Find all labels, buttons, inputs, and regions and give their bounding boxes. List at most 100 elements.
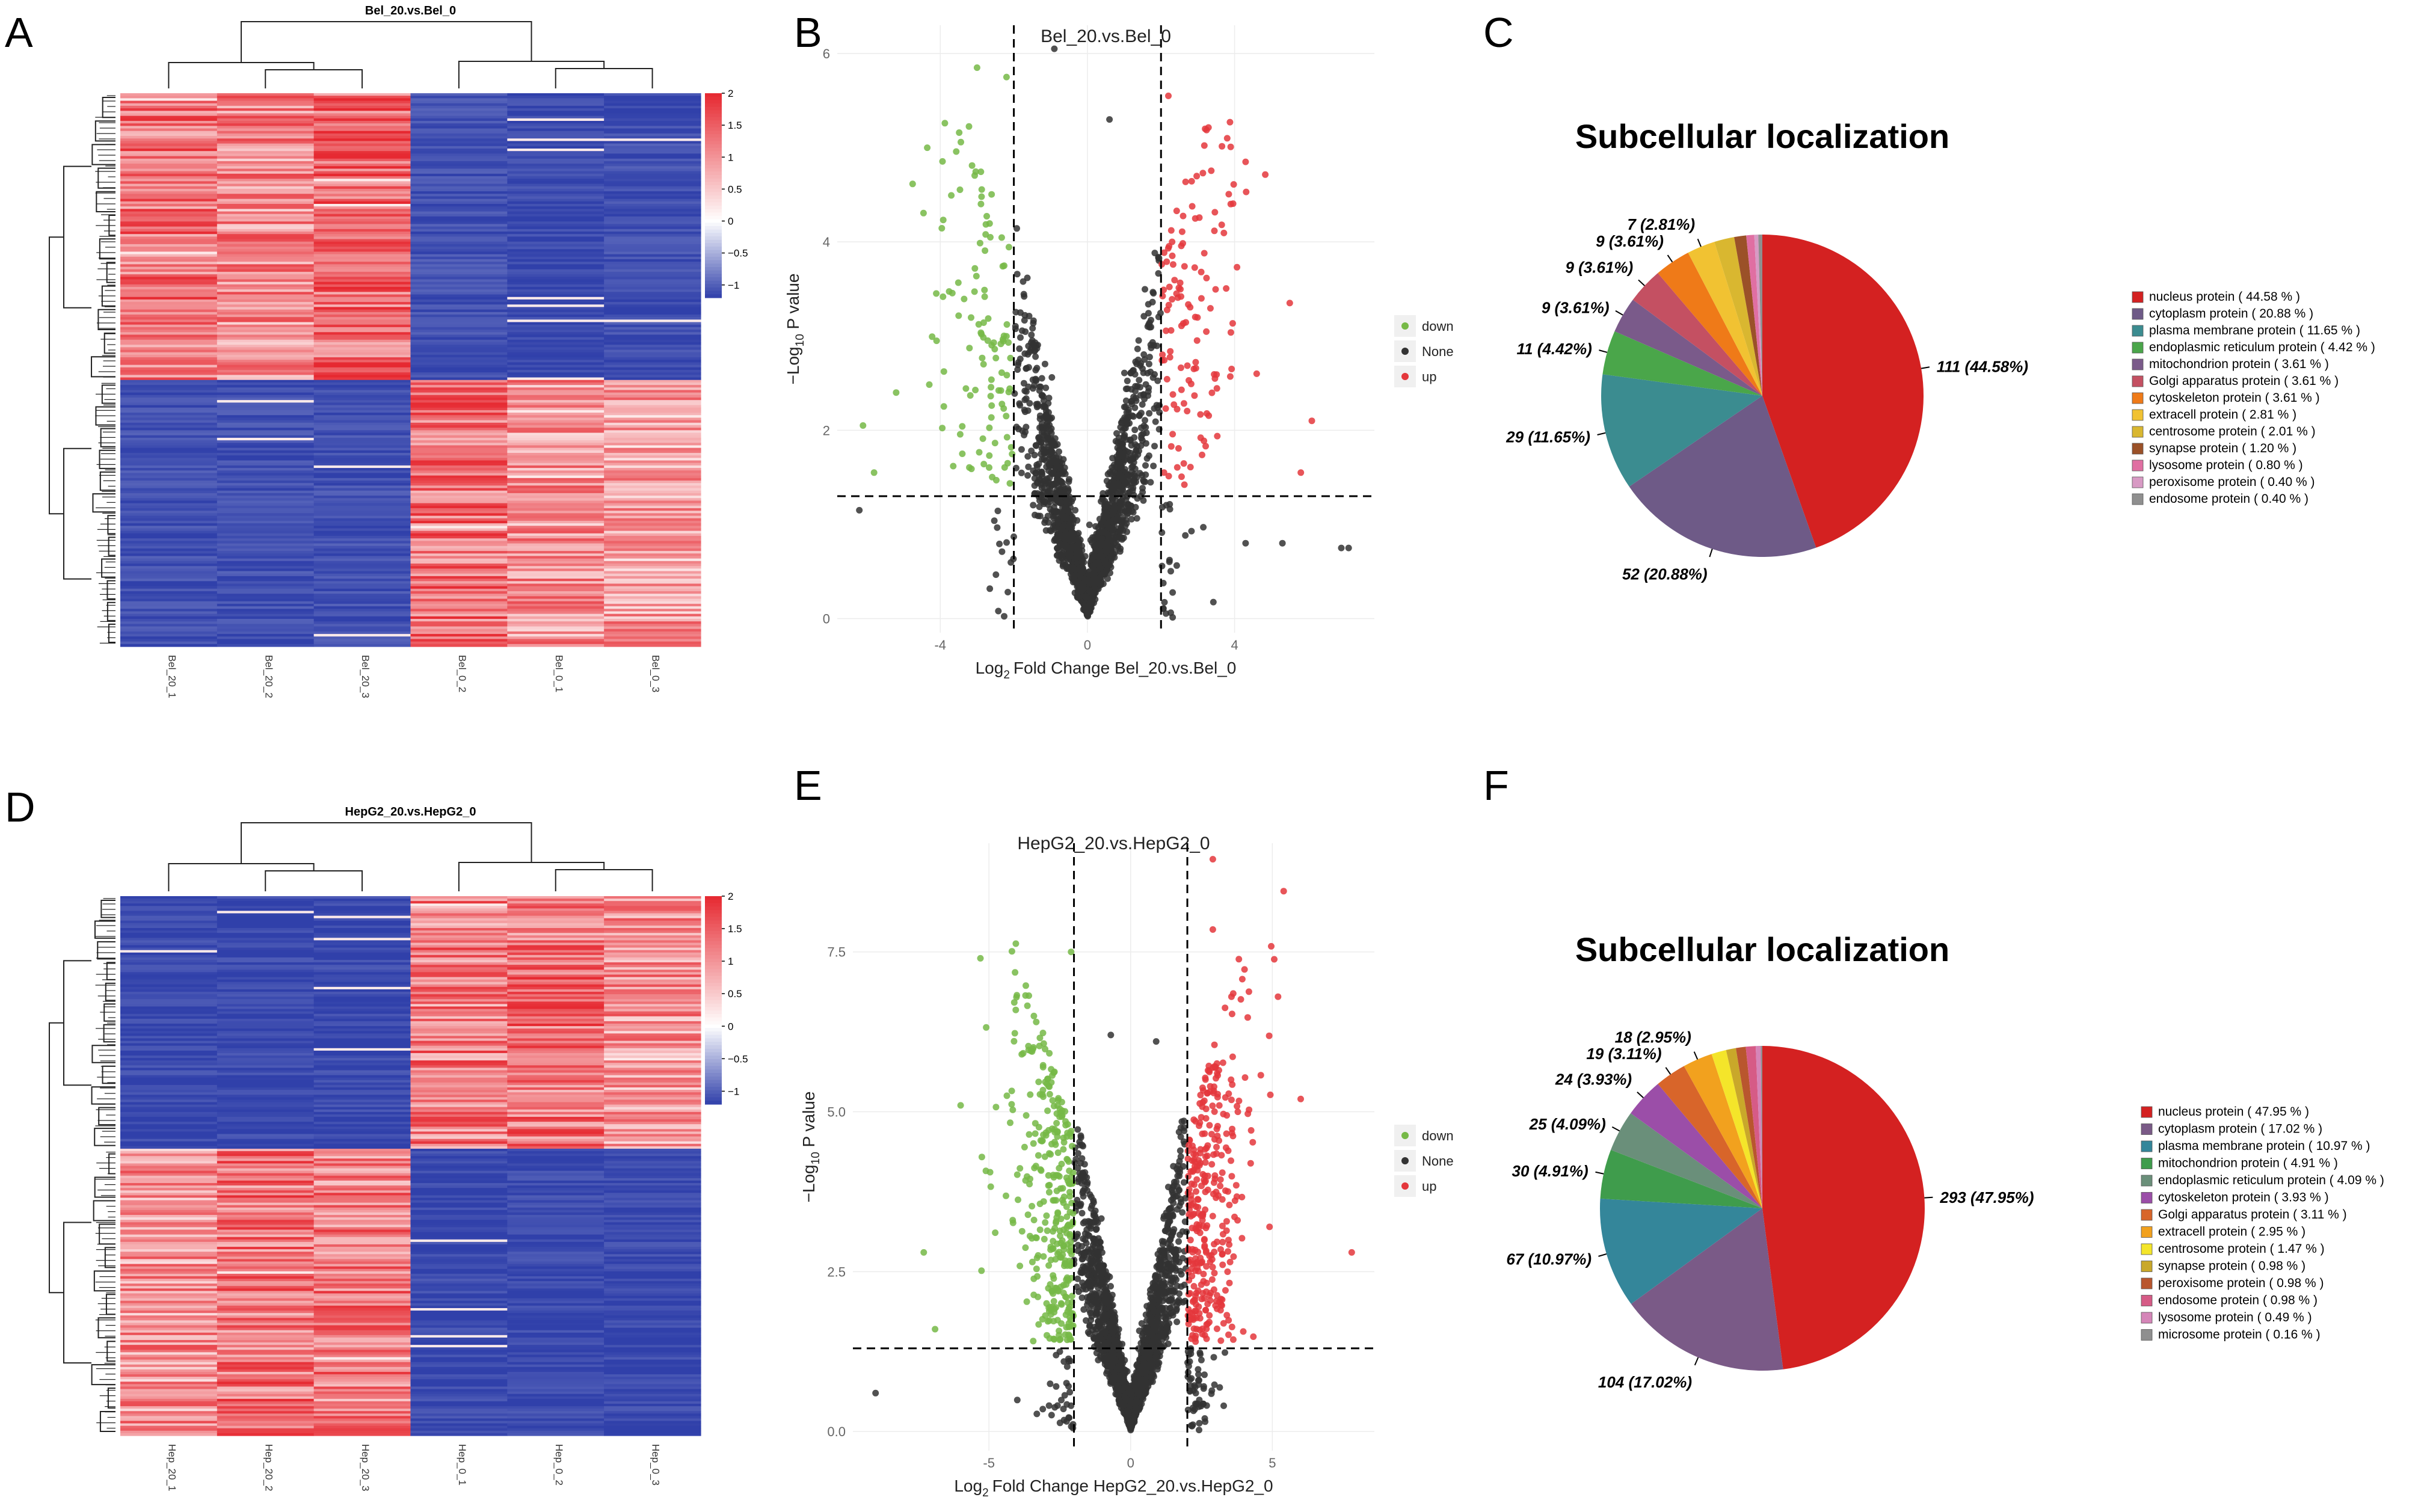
panel-letter-d: D [5,784,35,831]
heatmap-cell [604,161,701,164]
heatmap-cell [314,1328,411,1331]
heatmap-cell [411,1183,508,1186]
heatmap-cell [217,350,314,353]
heatmap-cell [314,458,411,461]
heatmap-cell [604,1139,701,1142]
heatmap-cell [314,1326,411,1329]
heatmap-cell [507,1178,604,1181]
heatmap-cell [604,1137,701,1140]
heatmap-cell [507,428,604,431]
heatmap-cell [411,511,508,514]
heatmap-cell [120,287,217,290]
heatmap-cell [411,352,508,355]
heatmap-cell [314,1354,411,1357]
point-none [856,507,863,514]
point-up [1165,245,1172,251]
point-none [1130,456,1136,463]
heatmap-cell [120,544,217,547]
heatmap-cell [411,970,508,973]
heatmap-cell [507,312,604,315]
heatmap-cell [217,1058,314,1061]
heatmap-cell [120,186,217,189]
heatmap-cell [604,1021,701,1024]
heatmap-cell [604,581,701,584]
heatmap-cell [507,136,604,139]
heatmap-cell [120,438,217,441]
heatmap-cell [120,176,217,179]
heatmap-cell [120,1342,217,1345]
heatmap-cell [120,500,217,503]
heatmap-cell [217,428,314,431]
heatmap-cell [217,425,314,428]
heatmap-cell [217,199,314,202]
heatmap-cell [217,1294,314,1297]
heatmap-cell [507,93,604,96]
heatmap-cell [120,194,217,197]
heatmap-cell [604,425,701,428]
heatmap-cell [120,450,217,453]
heatmap-cell [217,561,314,564]
heatmap-cell [120,1102,217,1105]
heatmap-cell [314,1313,411,1316]
heatmap-cell [411,438,508,441]
legend-entry: nucleus protein ( 44.58 % ) [2149,290,2300,304]
heatmap-cell [411,121,508,124]
heatmap-cell [411,201,508,204]
heatmap-cell [120,1146,217,1149]
legend-color-step [705,230,722,233]
legend-color-step [705,220,722,223]
heatmap-cell [217,629,314,632]
heatmap-cell [314,428,411,431]
heatmap-cell [411,300,508,303]
legend-color-step [705,179,722,182]
point-none [1049,443,1056,450]
heatmap-cell [314,476,411,479]
heatmap-cell [411,918,508,921]
heatmap-cell [507,642,604,645]
heatmap-cell [314,566,411,569]
point-up [1225,191,1232,197]
point-none [1116,459,1123,466]
point-none [1030,318,1037,324]
heatmap-cell [604,1149,701,1152]
heatmap-cell [411,153,508,156]
point-none [1089,577,1096,584]
heatmap-cell [411,274,508,277]
heatmap-cell [314,948,411,951]
heatmap-cell [120,953,217,956]
heatmap-cell [120,272,217,275]
heatmap-cell [217,551,314,554]
heatmap-cell [217,1267,314,1270]
heatmap-cell [411,1144,508,1147]
heatmap-cell [314,1119,411,1122]
heatmap-cell [120,413,217,416]
heatmap-cell [314,435,411,438]
point-up [1178,387,1185,393]
heatmap-cell [217,1335,314,1338]
heatmap-cell [411,619,508,622]
heatmap-cell [604,1161,701,1164]
heatmap-cell [314,896,411,899]
heatmap-cell [507,126,604,129]
heatmap-cell [314,400,411,403]
point-up [1178,364,1184,371]
point-up [1199,452,1205,458]
heatmap-cell [411,496,508,499]
heatmap-cell [507,332,604,335]
heatmap-cell [217,307,314,310]
heatmap-cell [217,942,314,945]
heatmap-cell [217,621,314,624]
heatmap-cell [604,1318,701,1321]
heatmap-cell [604,546,701,549]
heatmap-cell [217,337,314,340]
heatmap-cell [314,292,411,295]
point-none [1150,290,1157,297]
point-none [1078,559,1085,565]
legend-label: down [1422,319,1454,334]
heatmap-cell [217,1262,314,1265]
heatmap-cell [120,1384,217,1387]
heatmap-cell [120,106,217,109]
heatmap-cell [411,450,508,453]
heatmap-cell [411,179,508,182]
heatmap-cell [411,196,508,199]
